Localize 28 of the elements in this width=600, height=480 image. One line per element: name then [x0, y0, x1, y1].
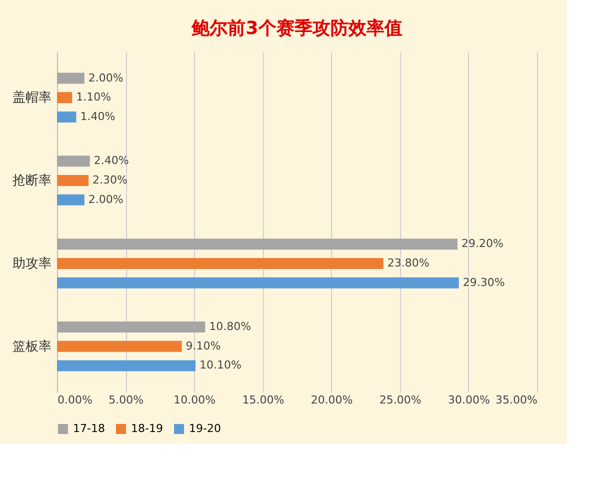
y-tick-label: 助攻率: [12, 255, 52, 272]
legend-label: 17-18: [73, 422, 105, 435]
x-tick-label: 10.00%: [174, 394, 216, 406]
data-label: 2.00%: [88, 192, 124, 206]
data-label: 23.80%: [387, 256, 430, 270]
legend-label: 19-20: [189, 422, 221, 435]
data-label: 10.10%: [200, 358, 242, 372]
data-label: 1.10%: [76, 90, 112, 104]
x-tick-label: 15.00%: [242, 394, 284, 406]
data-label: 1.40%: [80, 110, 116, 123]
data-label: 29.30%: [462, 276, 505, 289]
x-tick-label: 5.00%: [108, 394, 144, 406]
data-label: 9.10%: [186, 339, 221, 352]
x-tick-label: 35.00%: [496, 394, 538, 406]
data-label: 10.80%: [209, 320, 252, 334]
x-tick-label: 30.00%: [448, 394, 490, 406]
data-label: 2.40%: [94, 154, 129, 168]
data-label: 2.30%: [92, 174, 128, 187]
y-tick-label: 抢断率: [12, 172, 52, 189]
data-label: 2.00%: [88, 71, 124, 84]
data-label: 29.20%: [461, 237, 504, 250]
legend-label: 18-19: [131, 422, 163, 435]
y-tick-label: 篮板率: [12, 338, 52, 354]
x-tick-label: 20.00%: [310, 394, 353, 406]
chart-title: 鲍尔前3个赛季攻防效率值: [190, 18, 402, 39]
y-tick-label: 盖帽率: [12, 90, 52, 106]
x-tick-label: 0.00%: [58, 394, 92, 406]
x-tick-label: 25.00%: [379, 394, 422, 406]
